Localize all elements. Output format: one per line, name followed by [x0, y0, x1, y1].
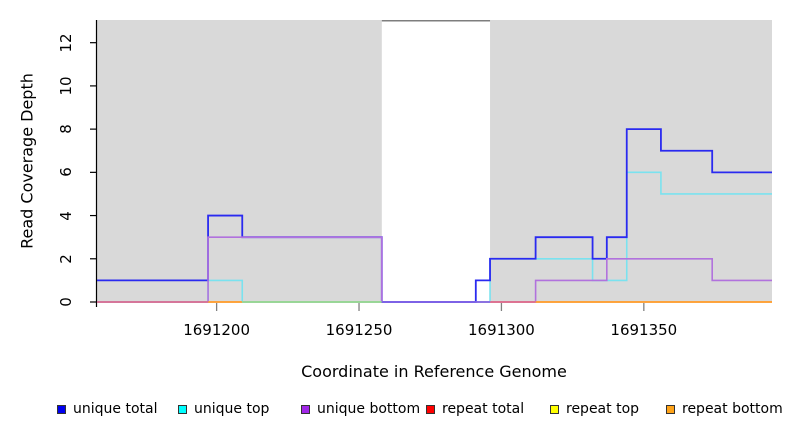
legend-color-swatch: [57, 404, 66, 414]
legend-item: repeat bottom: [666, 401, 783, 417]
legend-item: repeat total: [426, 401, 524, 417]
series-line-unique-total: [97, 128, 772, 303]
legend-item-label: unique total: [73, 401, 158, 417]
y-tick-label: 6: [57, 167, 75, 178]
legend-item: repeat top: [550, 401, 639, 417]
legend-color-swatch: [666, 404, 675, 414]
y-axis-title: Read Coverage Depth: [17, 73, 37, 249]
legend-item-label: repeat bottom: [682, 401, 783, 417]
series-line-unique-top: [97, 171, 772, 303]
legend-item-label: unique bottom: [317, 401, 421, 417]
y-tick-label: 8: [57, 124, 75, 134]
legend-color-swatch: [301, 404, 310, 414]
legend-item-label: unique top: [194, 401, 270, 417]
y-tick-label: 2: [57, 254, 75, 264]
series-line-unique-bottom: [97, 236, 772, 303]
y-tick-label: 0: [57, 297, 75, 307]
legend-item-label: repeat top: [566, 401, 640, 417]
y-tick-label: 12: [57, 33, 75, 53]
legend-item: unique top: [178, 401, 269, 417]
y-tick-label: 4: [57, 210, 75, 221]
legend-item-label: repeat total: [442, 401, 525, 417]
legend-color-swatch: [426, 404, 435, 414]
x-tick-label: 1691250: [325, 321, 393, 339]
x-axis-title: Coordinate in Reference Genome: [301, 362, 567, 381]
legend-color-swatch: [178, 404, 187, 414]
legend-item: unique total: [57, 401, 157, 417]
legend-color-swatch: [550, 404, 559, 414]
legend-item: unique bottom: [301, 401, 420, 417]
gap-region: [381, 20, 491, 302]
x-tick-label: 1691200: [183, 321, 251, 339]
x-tick-label: 1691300: [468, 321, 535, 339]
y-tick-label: 10: [57, 76, 75, 96]
x-tick-label: 1691350: [610, 321, 678, 339]
